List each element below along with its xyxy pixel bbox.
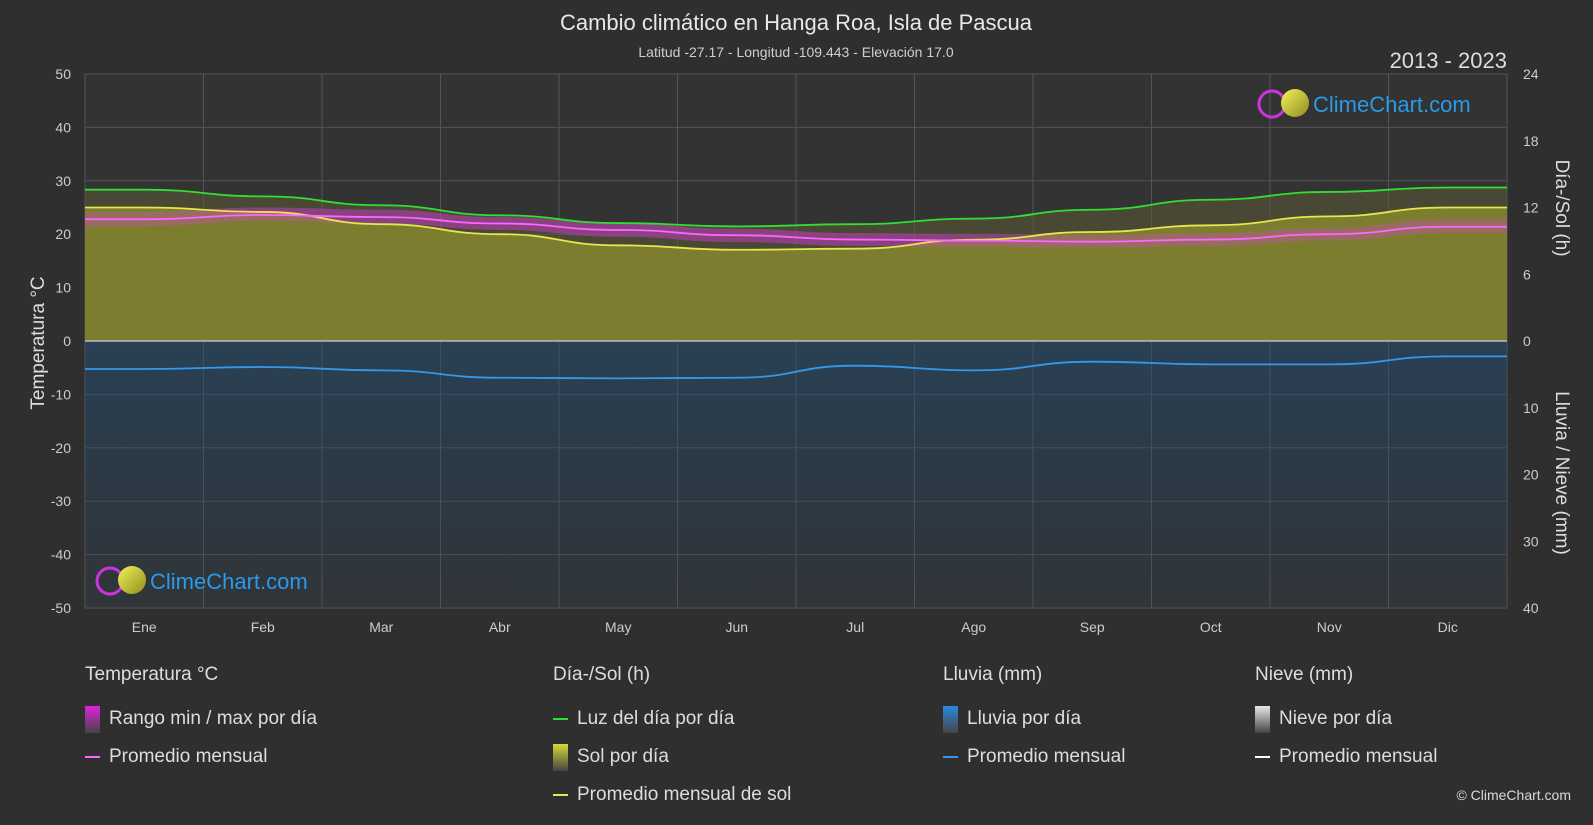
legend-label: Promedio mensual bbox=[967, 746, 1126, 767]
left-tick-label: 10 bbox=[55, 280, 71, 296]
period-label: 2013 - 2023 bbox=[1390, 48, 1507, 73]
right-top-tick-label: 24 bbox=[1523, 66, 1539, 82]
legend-swatch bbox=[943, 756, 958, 758]
legend-label: Lluvia por día bbox=[967, 708, 1082, 729]
left-tick-label: -40 bbox=[51, 547, 71, 563]
left-tick-label: 50 bbox=[55, 66, 71, 82]
legend-swatch bbox=[1255, 705, 1270, 733]
brand-logo-top: ClimeChart.com bbox=[1257, 89, 1471, 119]
legend-item: Luz del día por día bbox=[553, 700, 791, 738]
right-bottom-tick-label: 10 bbox=[1523, 400, 1539, 416]
copyright: © ClimeChart.com bbox=[1456, 787, 1571, 803]
legend-group: Nieve (mm) Nieve por día Promedio mensual bbox=[1255, 664, 1437, 776]
series-line-hours bbox=[85, 186, 1507, 228]
right-top-tick-label: 18 bbox=[1523, 133, 1539, 149]
month-tick-label: Sep bbox=[1080, 619, 1105, 635]
legend-swatch bbox=[1255, 756, 1270, 758]
legend-label: Promedio mensual bbox=[1279, 746, 1438, 767]
month-tick-label: May bbox=[605, 619, 631, 635]
chart-subtitle: Latitud -27.17 - Longitud -109.443 - Ele… bbox=[638, 44, 953, 60]
left-axis-label: Temperatura °C bbox=[28, 276, 49, 409]
right-top-tick-label: 0 bbox=[1523, 333, 1531, 349]
left-tick-label: 0 bbox=[63, 333, 71, 349]
month-tick-label: Ene bbox=[132, 619, 157, 635]
rain-area bbox=[85, 341, 1507, 608]
legend-group-title: Lluvia (mm) bbox=[943, 664, 1043, 685]
legend-swatch bbox=[553, 743, 568, 771]
legend-swatch bbox=[553, 718, 568, 720]
legend-item: Promedio mensual bbox=[85, 738, 317, 776]
series-line-precip bbox=[85, 355, 1507, 380]
legend: Temperatura °C Rango min / max por día Pro… bbox=[0, 650, 1593, 825]
legend-group: Temperatura °C Rango min / max por día Pro… bbox=[85, 664, 317, 776]
legend-swatch bbox=[85, 756, 100, 758]
left-tick-label: 30 bbox=[55, 173, 71, 189]
left-tick-label: -10 bbox=[51, 386, 71, 402]
series-line-temperature bbox=[85, 214, 1507, 243]
month-tick-label: Feb bbox=[251, 619, 275, 635]
legend-label: Rango min / max por día bbox=[109, 708, 318, 729]
right-bottom-tick-label: 30 bbox=[1523, 533, 1539, 549]
legend-swatch bbox=[85, 705, 100, 733]
left-tick-label: -30 bbox=[51, 493, 71, 509]
legend-group-title: Día-/Sol (h) bbox=[553, 664, 651, 685]
axis-ticks: 50 40 30 20 10 0 -10 -20 -30 -40 -50 24 18 12 6 0 10 20 30… bbox=[51, 66, 1539, 635]
logo-sun-icon bbox=[1281, 89, 1309, 117]
legend-item: Promedio mensual bbox=[1255, 738, 1437, 776]
logo-sun-icon bbox=[118, 566, 146, 594]
legend-item: Nieve por día bbox=[1255, 700, 1437, 738]
legend-item: Sol por día bbox=[553, 738, 791, 776]
left-tick-label: -20 bbox=[51, 440, 71, 456]
month-tick-label: Abr bbox=[489, 619, 511, 635]
legend-item: Promedio mensual de sol bbox=[553, 776, 791, 814]
legend-item: Lluvia por día bbox=[943, 700, 1125, 738]
series-lines bbox=[85, 186, 1507, 380]
legend-group: Lluvia (mm) Lluvia por día Promedio mensua… bbox=[943, 664, 1125, 776]
data-bands bbox=[85, 187, 1507, 608]
left-tick-label: -50 bbox=[51, 600, 71, 616]
month-tick-label: Oct bbox=[1200, 619, 1222, 635]
month-tick-label: Ago bbox=[961, 619, 986, 635]
right-top-tick-label: 6 bbox=[1523, 266, 1531, 282]
chart-title: Cambio climático en Hanga Roa, Isla de P… bbox=[560, 10, 1033, 35]
month-tick-label: Nov bbox=[1317, 619, 1342, 635]
left-tick-label: 20 bbox=[55, 226, 71, 242]
legend-label: Nieve por día bbox=[1279, 708, 1393, 729]
left-tick-label: 40 bbox=[55, 119, 71, 135]
climate-chart: Cambio climático en Hanga Roa, Isla de P… bbox=[28, 10, 1572, 635]
legend-item: Rango min / max por día bbox=[85, 700, 317, 738]
legend-item: Promedio mensual bbox=[943, 738, 1125, 776]
right-top-tick-label: 12 bbox=[1523, 200, 1539, 216]
right-bottom-tick-label: 40 bbox=[1523, 600, 1539, 616]
legend-label: Promedio mensual de sol bbox=[577, 784, 792, 805]
brand-logo-bottom: ClimeChart.com bbox=[95, 566, 308, 596]
temperature-range-band bbox=[85, 207, 1507, 249]
legend-label: Promedio mensual bbox=[109, 746, 268, 767]
legend-label: Sol por día bbox=[577, 746, 669, 767]
legend-group-title: Nieve (mm) bbox=[1255, 664, 1354, 685]
month-tick-label: Dic bbox=[1438, 619, 1458, 635]
brand-name-bottom: ClimeChart.com bbox=[150, 569, 308, 594]
legend-swatch bbox=[553, 794, 568, 796]
brand-name-top: ClimeChart.com bbox=[1313, 92, 1471, 117]
right-bottom-tick-label: 20 bbox=[1523, 467, 1539, 483]
legend-group: Día-/Sol (h) Luz del día por día Sol por d… bbox=[553, 664, 791, 814]
right-axis-bottom-label: Lluvia / Nieve (mm) bbox=[1551, 391, 1572, 555]
right-axis-top-label: Día-/Sol (h) bbox=[1551, 159, 1572, 256]
legend-label: Luz del día por día bbox=[577, 708, 735, 729]
month-tick-label: Jun bbox=[725, 619, 748, 635]
month-tick-label: Mar bbox=[369, 619, 393, 635]
legend-group-title: Temperatura °C bbox=[85, 664, 219, 685]
legend-swatch bbox=[943, 705, 958, 733]
month-tick-label: Jul bbox=[846, 619, 864, 635]
